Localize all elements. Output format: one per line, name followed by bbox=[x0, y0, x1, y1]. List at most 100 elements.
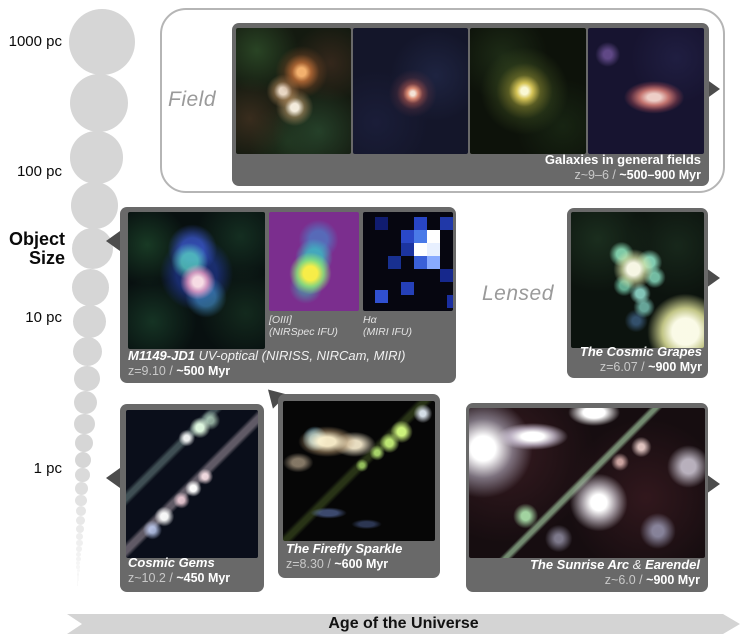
firefly-sparkle-card: The Firefly Sparkle z=8.30 / ~600 Myr bbox=[278, 394, 440, 578]
field-caption-age: ~500–900 Myr bbox=[619, 168, 701, 182]
size-scale-circle bbox=[72, 268, 110, 306]
m1149-halpha-miri-image bbox=[363, 212, 453, 311]
oiii-label-line2: (NIRSpec IFU) bbox=[269, 326, 338, 338]
size-scale-circle bbox=[76, 561, 81, 566]
size-scale-circle bbox=[76, 581, 79, 583]
cosmic-grapes-title: The Cosmic Grapes bbox=[579, 344, 702, 359]
size-tick-100pc: 100 pc bbox=[16, 163, 62, 180]
size-scale-circle bbox=[75, 505, 86, 517]
m1149-age: ~500 Myr bbox=[176, 364, 231, 378]
cosmic-gems-redshift: z~10.2 / bbox=[128, 571, 177, 585]
m1149-card: [OIII] (NIRSpec IFU) Hα (MIRI IFU) M1149… bbox=[120, 207, 456, 383]
firefly-sparkle-title: The Firefly Sparkle bbox=[286, 541, 403, 556]
size-scale-circle bbox=[76, 584, 79, 586]
earendel-title: Earendel bbox=[645, 557, 700, 572]
m1149-redshift: z=9.10 / bbox=[128, 364, 177, 378]
grapes-arrow-right-icon bbox=[706, 268, 720, 288]
size-scale-circle bbox=[68, 9, 135, 75]
cosmic-gems-caption: Cosmic Gems z~10.2 / ~450 Myr bbox=[128, 555, 230, 586]
size-scale-circle bbox=[75, 515, 85, 525]
field-caption: Galaxies in general fields z~9–6 / ~500–… bbox=[545, 152, 701, 183]
field-galaxy-image-3 bbox=[470, 28, 586, 154]
m1149-arrow-left-icon bbox=[106, 231, 120, 251]
size-scale-circle bbox=[74, 413, 95, 435]
sunrise-arc-ampersand: & bbox=[629, 557, 646, 572]
size-scale-circle bbox=[76, 582, 79, 585]
size-scale-circle bbox=[74, 451, 92, 469]
m1149-oiii-nirspec-image bbox=[269, 212, 359, 311]
m1149-uv-optical-image bbox=[128, 212, 265, 349]
size-scale-circle bbox=[76, 568, 80, 572]
size-scale-circle bbox=[73, 365, 100, 392]
firefly-sparkle-age: ~600 Myr bbox=[334, 557, 389, 571]
firefly-sparkle-redshift: z=8.30 / bbox=[286, 557, 335, 571]
size-scale-circle bbox=[76, 546, 82, 552]
sunrise-arc-redshift: z~6.0 / bbox=[604, 573, 647, 587]
size-axis-title-line2: Size bbox=[28, 248, 65, 268]
size-scale-circle bbox=[76, 551, 82, 557]
field-arrow-right-icon bbox=[706, 79, 720, 99]
size-scale-circle bbox=[76, 532, 84, 540]
size-axis-title: Object Size bbox=[0, 230, 65, 268]
m1149-description: UV-optical (NIRISS, NIRCam, MIRI) bbox=[194, 348, 406, 363]
size-scale-circle bbox=[76, 571, 80, 575]
cosmic-grapes-card: The Cosmic Grapes z=6.07 / ~900 Myr bbox=[567, 208, 708, 378]
lensed-category-label: Lensed bbox=[482, 282, 554, 305]
field-galaxy-image-4 bbox=[588, 28, 704, 154]
field-caption-redshift: z~9–6 / bbox=[574, 168, 620, 182]
halpha-pixel-map bbox=[401, 230, 414, 243]
sunrise-arc-title: The Sunrise Arc bbox=[529, 557, 630, 572]
size-scale-circle bbox=[76, 556, 81, 562]
firefly-sparkle-image bbox=[283, 401, 435, 541]
size-tick-1pc: 1 pc bbox=[33, 460, 62, 477]
size-tick-1000pc: 1000 pc bbox=[8, 33, 62, 50]
field-category-label: Field bbox=[168, 88, 217, 111]
m1149-caption: M1149-JD1 UV-optical (NIRISS, NIRCam, MI… bbox=[128, 348, 405, 379]
size-axis-title-line1: Object bbox=[8, 229, 65, 249]
field-caption-title: Galaxies in general fields bbox=[544, 152, 701, 167]
size-scale-circle bbox=[74, 390, 98, 415]
firefly-sparkle-caption: The Firefly Sparkle z=8.30 / ~600 Myr bbox=[286, 541, 402, 572]
age-axis-band: Age of the Universe bbox=[67, 614, 740, 634]
size-scale-circle bbox=[72, 304, 106, 338]
size-scale-circle bbox=[75, 494, 87, 507]
cosmic-gems-image bbox=[126, 410, 258, 558]
halpha-label-line1: Hα bbox=[363, 314, 377, 326]
age-axis-label: Age of the Universe bbox=[328, 615, 479, 632]
size-scale-circle bbox=[76, 579, 79, 582]
cosmic-gems-age: ~450 Myr bbox=[176, 571, 231, 585]
oiii-inset-label: [OIII] (NIRSpec IFU) bbox=[269, 314, 338, 338]
cosmic-grapes-redshift: z=6.07 / bbox=[599, 360, 649, 374]
size-scale-circle bbox=[75, 467, 90, 483]
sunrise-arrow-right-icon bbox=[706, 474, 720, 494]
size-scale-circle bbox=[76, 539, 83, 547]
cosmic-gems-title: Cosmic Gems bbox=[128, 555, 215, 570]
cosmic-grapes-age: ~900 Myr bbox=[648, 360, 702, 374]
gems-arrow-left-icon bbox=[106, 468, 120, 488]
sunrise-arc-card: The Sunrise Arc & Earendel z~6.0 / ~900 … bbox=[466, 403, 708, 592]
sunrise-arc-age: ~900 Myr bbox=[646, 573, 700, 587]
size-scale-circle bbox=[73, 336, 103, 367]
size-scale-circle bbox=[76, 576, 79, 580]
size-scale-circle bbox=[75, 481, 89, 495]
halpha-label-line2: (MIRI IFU) bbox=[363, 326, 412, 338]
size-scale-circle bbox=[69, 73, 129, 133]
size-scale-circle bbox=[71, 182, 118, 229]
size-tick-10pc: 10 pc bbox=[25, 309, 62, 326]
cosmic-grapes-image bbox=[571, 212, 704, 348]
size-scale-circle bbox=[76, 565, 81, 569]
field-card: Galaxies in general fields z~9–6 / ~500–… bbox=[232, 23, 709, 186]
cosmic-grapes-caption: The Cosmic Grapes z=6.07 / ~900 Myr bbox=[580, 344, 702, 375]
oiii-label-line1: [OIII] bbox=[269, 314, 292, 326]
halpha-inset-label: Hα (MIRI IFU) bbox=[363, 314, 412, 338]
field-galaxy-image-2 bbox=[353, 28, 468, 154]
m1149-name: M1149-JD1 bbox=[128, 348, 195, 363]
size-scale-circle bbox=[70, 131, 123, 184]
field-galaxy-image-1 bbox=[236, 28, 351, 154]
size-scale-circle bbox=[75, 524, 84, 533]
size-scale-circle bbox=[76, 574, 80, 577]
sunrise-arc-image bbox=[469, 408, 705, 558]
size-scale-circle bbox=[74, 433, 93, 453]
cosmic-gems-card: Cosmic Gems z~10.2 / ~450 Myr bbox=[120, 404, 264, 592]
